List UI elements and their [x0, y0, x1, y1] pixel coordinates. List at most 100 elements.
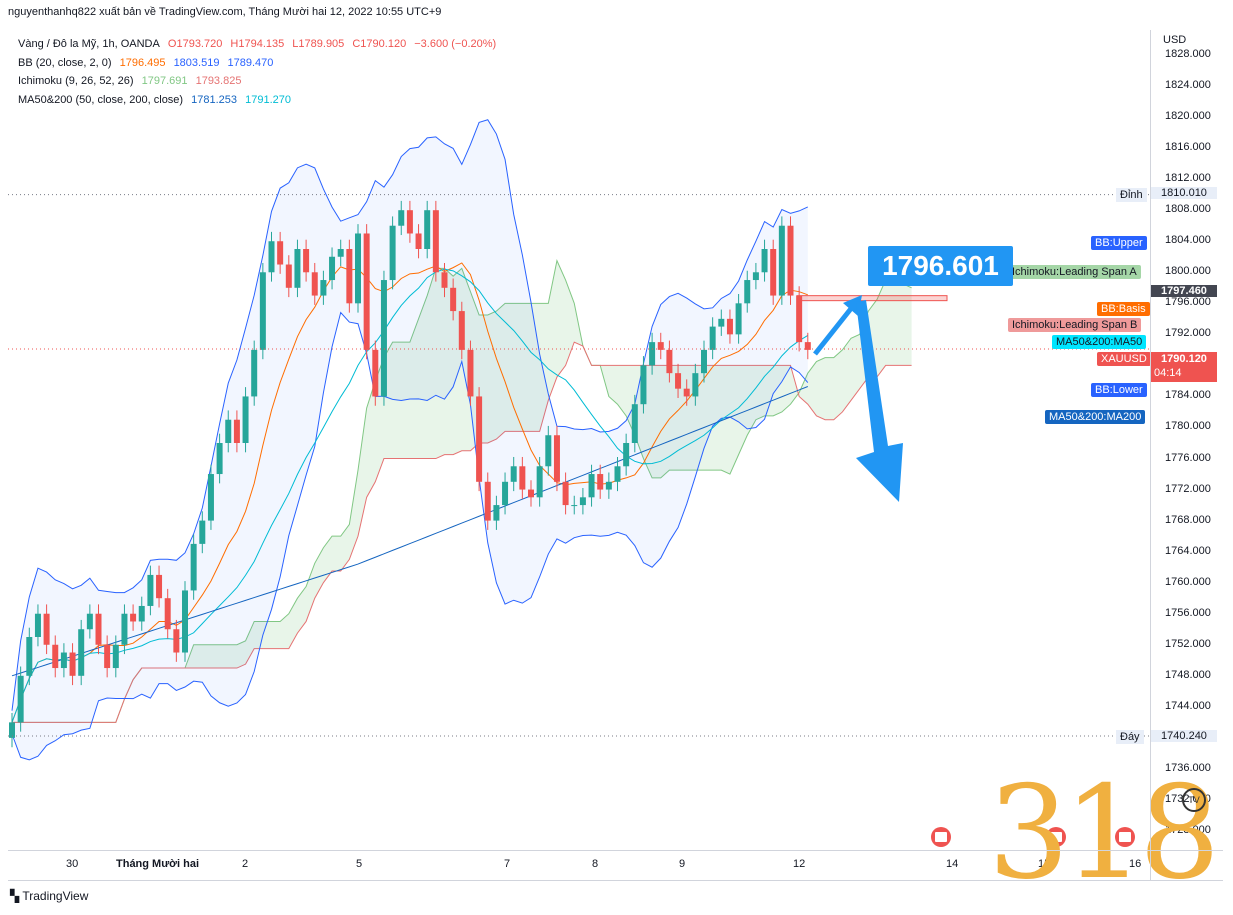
- candle-body: [372, 349, 379, 397]
- candle-body: [415, 233, 422, 249]
- last-price-tag: 1790.120 04:14: [1151, 352, 1217, 382]
- candle-body: [121, 613, 128, 645]
- ichimoku-name: Ichimoku (9, 26, 52, 26): [18, 75, 134, 88]
- candle: [432, 200, 439, 282]
- candle: [502, 472, 509, 515]
- target-price-callout[interactable]: 1796.601: [868, 246, 1013, 286]
- candle-body: [251, 349, 258, 397]
- candle: [121, 604, 128, 655]
- footer-divider: [8, 880, 1223, 881]
- price-tick-label: 1792.000: [1165, 327, 1211, 340]
- high-price-tag: 1810.010: [1151, 187, 1217, 199]
- ma200-tag: MA50&200:MA200: [1045, 410, 1146, 424]
- candle: [17, 666, 24, 732]
- candle: [233, 410, 240, 453]
- candle: [164, 588, 171, 639]
- candle-body: [718, 318, 725, 327]
- time-tick-label: 9: [679, 858, 686, 870]
- bb-upper-value: 1803.519: [173, 56, 220, 69]
- candle: [398, 200, 405, 236]
- candle: [804, 332, 811, 360]
- ma200-value: 1791.270: [245, 93, 291, 106]
- candle: [588, 464, 595, 507]
- candle: [104, 635, 111, 678]
- candle-body: [631, 404, 638, 443]
- candle: [337, 239, 344, 267]
- candle: [173, 619, 180, 662]
- candle: [190, 534, 197, 600]
- candle-body: [432, 210, 439, 273]
- price-tick-label: 1760.000: [1165, 575, 1211, 588]
- candle-body: [450, 287, 457, 312]
- candle-body: [778, 225, 785, 296]
- watermark-318: 318: [988, 759, 1220, 908]
- candle-body: [199, 520, 206, 544]
- candle-body: [320, 280, 327, 296]
- bb-basis-line: [11, 262, 808, 723]
- tradingview-badge-icon[interactable]: TV: [1182, 788, 1206, 812]
- ichimoku-row[interactable]: Ichimoku (9, 26, 52, 26) 1797.691 1793.8…: [18, 72, 501, 91]
- low-label: Đáy: [1116, 730, 1144, 744]
- ichimoku-cloud: [12, 260, 912, 723]
- candle: [34, 604, 41, 647]
- candle: [493, 495, 500, 530]
- candle-body: [553, 435, 560, 482]
- candle-body: [389, 225, 396, 281]
- candle: [458, 301, 465, 360]
- time-tick-label: 14: [946, 858, 959, 870]
- candle-body: [519, 466, 526, 490]
- candle-body: [259, 272, 266, 350]
- bb-basis-tag: BB:Basis: [1097, 302, 1150, 316]
- candle-body: [545, 435, 552, 467]
- bb-name: BB (20, close, 2, 0): [18, 56, 112, 69]
- candle: [182, 581, 188, 662]
- chart-header: nguyenthanhq822 xuất bản về TradingView.…: [8, 6, 442, 18]
- us-flag-event-icon[interactable]: [1115, 827, 1135, 847]
- candle-body: [156, 574, 163, 599]
- candle: [156, 565, 163, 608]
- price-tick-label: 1752.000: [1165, 637, 1211, 650]
- time-tick-label: 15: [1038, 858, 1051, 870]
- us-flag-event-icon[interactable]: [1046, 827, 1066, 847]
- price-tick-label: 1804.000: [1165, 234, 1211, 247]
- candle-body: [761, 249, 768, 273]
- symbol-label[interactable]: Vàng / Đô la Mỹ, 1h, OANDA: [18, 38, 160, 50]
- candle-body: [796, 295, 803, 343]
- candle: [553, 425, 560, 492]
- candle: [9, 713, 15, 748]
- candle-body: [701, 349, 707, 374]
- candle: [718, 309, 725, 336]
- candle: [277, 231, 284, 274]
- ichimoku-b-value: 1793.825: [195, 75, 242, 88]
- down-arrow: [856, 300, 903, 502]
- candle: [406, 200, 413, 243]
- price-tick-label: 1808.000: [1165, 203, 1211, 216]
- candle: [259, 262, 266, 360]
- high-value: H1794.135: [230, 38, 285, 50]
- candle: [614, 456, 621, 492]
- ohlc-row[interactable]: Vàng / Đô la Mỹ, 1h, OANDA O1793.720 H17…: [18, 35, 501, 54]
- time-tick-label: 30: [66, 858, 79, 870]
- price-tick-label: 1812.000: [1165, 172, 1211, 185]
- candle: [787, 216, 794, 305]
- ma-row[interactable]: MA50&200 (50, close, 200, close) 1781.25…: [18, 91, 501, 110]
- candle-body: [683, 388, 690, 397]
- candle: [510, 456, 517, 492]
- candle: [605, 472, 612, 499]
- price-tick-label: 1784.000: [1165, 389, 1211, 402]
- price-tick-label: 1764.000: [1165, 544, 1211, 557]
- candle: [389, 216, 396, 290]
- candle: [519, 456, 526, 499]
- candle-body: [484, 481, 491, 521]
- us-flag-event-icon[interactable]: [931, 827, 951, 847]
- time-tick-label: 7: [504, 858, 511, 870]
- close-value: C1790.120: [352, 38, 407, 50]
- candle-body: [536, 466, 543, 498]
- bb-row[interactable]: BB (20, close, 2, 0) 1796.495 1803.519 1…: [18, 54, 501, 73]
- candle: [545, 425, 552, 476]
- candle: [467, 340, 474, 406]
- footer-brand: ▚ TradingView: [10, 889, 88, 903]
- candle: [484, 472, 491, 530]
- candle: [778, 216, 785, 305]
